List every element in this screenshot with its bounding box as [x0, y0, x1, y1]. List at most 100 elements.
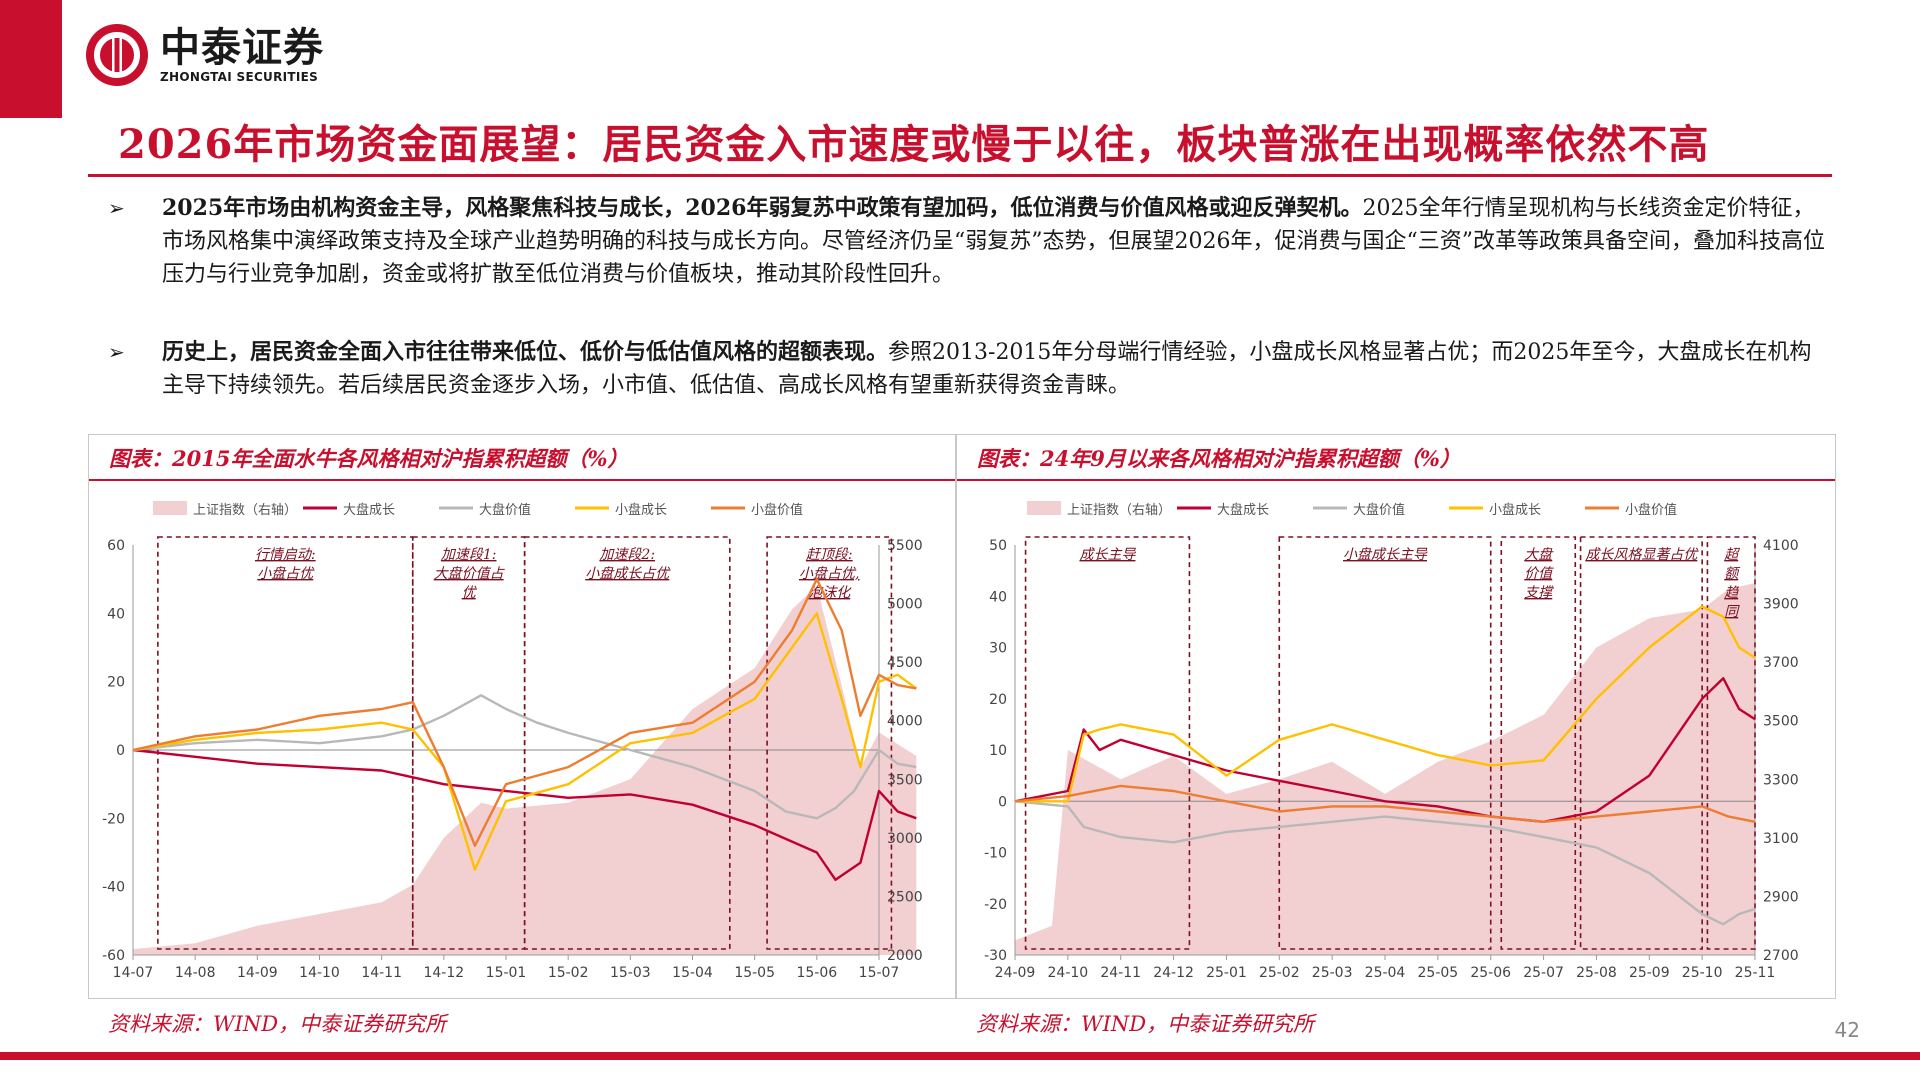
legend-label-4: 小盘价值	[751, 502, 803, 518]
chart-title-2015: 图表：2015年全面水牛各风格相对沪指累积超额（%）	[89, 435, 955, 481]
x-tick-label: 15-05	[734, 965, 775, 981]
corner-accent	[0, 0, 62, 118]
x-tick-label: 24-10	[1048, 965, 1089, 981]
chart-2015-style-excess: 上证指数（右轴） 大盘成长 大盘价值 小盘成长 小盘价值 -60 -40 -20 0 20 40 60…	[102, 501, 923, 981]
x-tick-label: 15-02	[548, 965, 589, 981]
x-tick-label: 25-06	[1470, 965, 1511, 981]
series-line-大盘成长	[132, 748, 917, 881]
y-tick-label: -20	[102, 811, 125, 827]
x-tick-label: 24-12	[1153, 965, 1194, 981]
bullet-2: ➢ 历史上，居民资金全面入市往往带来低位、低价与低估值风格的超额表现。参照201…	[108, 336, 1828, 402]
x-tick-label: 25-04	[1365, 965, 1406, 981]
annotation-label-4: 趋	[1724, 585, 1739, 601]
annotation-label-4: 额	[1724, 566, 1741, 582]
legend-swatch-index	[153, 501, 187, 515]
y2-tick-label: 2500	[887, 889, 923, 905]
series-area-index	[133, 586, 917, 955]
legend-label-0: 上证指数（右轴）	[193, 503, 297, 518]
chart-panel-2015: 图表：2015年全面水牛各风格相对沪指累积超额（%） 上证指数（右轴） 大盘成长大…	[88, 434, 956, 999]
zhongtai-logo-icon	[86, 24, 148, 86]
x-tick-label: 15-07	[859, 965, 900, 981]
y2-tick-label: 3500	[1763, 714, 1799, 730]
legend-label-3: 小盘成长	[1489, 502, 1541, 518]
bullet-1: ➢ 2025年市场由机构资金主导，风格聚焦科技与成长，2026年弱复苏中政策有望…	[108, 192, 1828, 291]
brand-name-cn: 中泰证券	[160, 25, 324, 71]
legend-label-1: 大盘成长	[1217, 502, 1269, 518]
legend-label-3: 小盘成长	[615, 502, 667, 518]
y2-tick-label: 4100	[1763, 538, 1799, 554]
annotation-box-2	[1500, 536, 1577, 950]
y2-tick-label: 3900	[1763, 597, 1799, 613]
brand-logo: 中泰证券 ZHONGTAI SECURITIES	[84, 22, 324, 88]
annotation-label-2: 价值	[1524, 566, 1554, 582]
legend-label-4: 小盘价值	[1625, 502, 1677, 518]
page-number: 42	[1834, 1018, 1860, 1042]
bullet-1-bold: 2025年市场由机构资金主导，风格聚焦科技与成长，2026年弱复苏中政策有望加码…	[162, 195, 1363, 221]
x-tick-label: 25-08	[1576, 965, 1617, 981]
series-line-大盘成长	[1014, 677, 1756, 823]
chart-2024-style-excess: 上证指数（右轴） 大盘成长 大盘价值 小盘成长 小盘价值-30-20-100102030…	[984, 501, 1799, 981]
bullet-2-text: 参照2013-2015年分母端行情经验，小盘成长风格显著占优；而2025年至今，…	[162, 340, 1812, 398]
x-tick-label: 25-01	[1206, 965, 1247, 981]
annotation-box-3	[1579, 536, 1703, 950]
x-tick-label: 25-09	[1629, 965, 1670, 981]
y2-tick-label: 2000	[887, 948, 923, 964]
bullet-1-text: 2025全年行情呈现机构与长线资金定价特征，市场风格集中演绎政策支持及全球产业趋…	[162, 196, 1825, 287]
y2-tick-label: 5000	[887, 597, 923, 613]
y2-tick-label: 3500	[887, 772, 923, 788]
y-tick-label: 40	[989, 589, 1007, 605]
x-tick-label: 15-04	[672, 965, 713, 981]
series-line-小盘成长	[132, 612, 918, 871]
x-tick-label: 25-05	[1418, 965, 1459, 981]
y2-tick-label: 3700	[1763, 655, 1799, 671]
annotation-label-1: 大盘价值占	[434, 566, 506, 582]
series-line-小盘成长	[1015, 605, 1756, 803]
annotation-label-2: 小盘成长占优	[585, 566, 671, 582]
y2-tick-label: 3300	[1763, 772, 1799, 788]
y-tick-label: 10	[989, 743, 1007, 759]
x-tick-label: 15-01	[486, 965, 527, 981]
y2-tick-label: 2700	[1763, 948, 1799, 964]
y2-tick-label: 5500	[887, 538, 923, 554]
arrow-bullet-icon: ➢	[108, 196, 125, 220]
series-area-index	[1015, 583, 1755, 955]
annotation-label-2: 加速段2:	[599, 547, 655, 563]
y2-tick-label: 3100	[1763, 831, 1799, 847]
x-tick-label: 24-11	[1100, 965, 1141, 981]
annotation-label-4: 超	[1724, 547, 1740, 563]
annotation-box-0	[1024, 536, 1191, 950]
y-tick-label: 20	[989, 692, 1007, 708]
x-tick-label: 14-12	[423, 965, 464, 981]
y2-tick-label: 4500	[887, 655, 923, 671]
x-tick-label: 25-07	[1523, 965, 1564, 981]
bullet-2-bold: 历史上，居民资金全面入市往往带来低位、低价与低估值风格的超额表现。	[162, 339, 889, 365]
y-tick-label: -20	[984, 897, 1007, 913]
annotation-label-1: 加速段1:	[441, 547, 497, 563]
y-tick-label: -30	[984, 948, 1007, 964]
annotation-label-3: 成长风格显著占优	[1585, 547, 1699, 563]
y-tick-label: 0	[116, 743, 125, 759]
annotation-box-4	[1706, 536, 1756, 950]
x-tick-label: 25-02	[1259, 965, 1300, 981]
x-tick-label: 25-03	[1312, 965, 1353, 981]
series-line-大盘价值	[132, 694, 917, 820]
source-note-right: 资料来源：WIND，中泰证券研究所	[976, 1012, 1315, 1036]
annotation-box-3	[766, 536, 893, 950]
annotation-box-2	[523, 536, 731, 950]
annotation-label-3: 泡沫化	[808, 585, 852, 601]
series-line-小盘价值	[1014, 784, 1756, 823]
y-tick-label: -40	[102, 880, 125, 896]
y-tick-label: 50	[989, 538, 1007, 554]
x-tick-label: 15-03	[610, 965, 651, 981]
y-tick-label: 40	[107, 606, 125, 622]
annotation-label-4: 同	[1724, 604, 1740, 620]
annotation-label-1: 小盘成长主导	[1343, 547, 1428, 563]
legend-label-1: 大盘成长	[343, 502, 395, 518]
annotation-label-2: 支撑	[1524, 585, 1554, 601]
page-title: 2026年市场资金面展望：居民资金入市速度或慢于以往，板块普涨在出现概率依然不高	[118, 121, 1710, 168]
y2-tick-label: 4000	[887, 714, 923, 730]
annotation-label-0: 行情启动:	[255, 547, 316, 563]
annotation-box-1	[1278, 536, 1492, 950]
y2-tick-label: 2900	[1763, 889, 1799, 905]
x-tick-label: 24-09	[995, 965, 1036, 981]
